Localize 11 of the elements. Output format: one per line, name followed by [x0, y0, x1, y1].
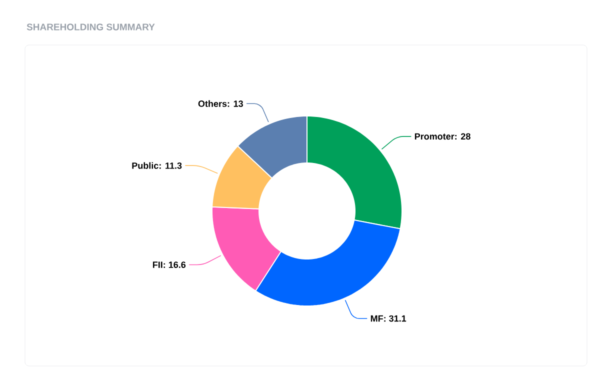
slice-label: Others [198, 100, 227, 107]
slice-label: MF [370, 315, 384, 322]
data-label: : 28 [455, 133, 470, 140]
slice-label: Promoter [414, 133, 454, 140]
chart-title: SHAREHOLDING SUMMARY [26, 24, 155, 30]
slice-label: FII [152, 262, 162, 268]
slice-label: Public [132, 162, 158, 169]
data-label: : 16.6 [164, 262, 186, 268]
data-label: : 13 [228, 100, 243, 107]
data-label: : 31.1 [384, 315, 406, 322]
data-label: : 11.3 [160, 162, 182, 169]
